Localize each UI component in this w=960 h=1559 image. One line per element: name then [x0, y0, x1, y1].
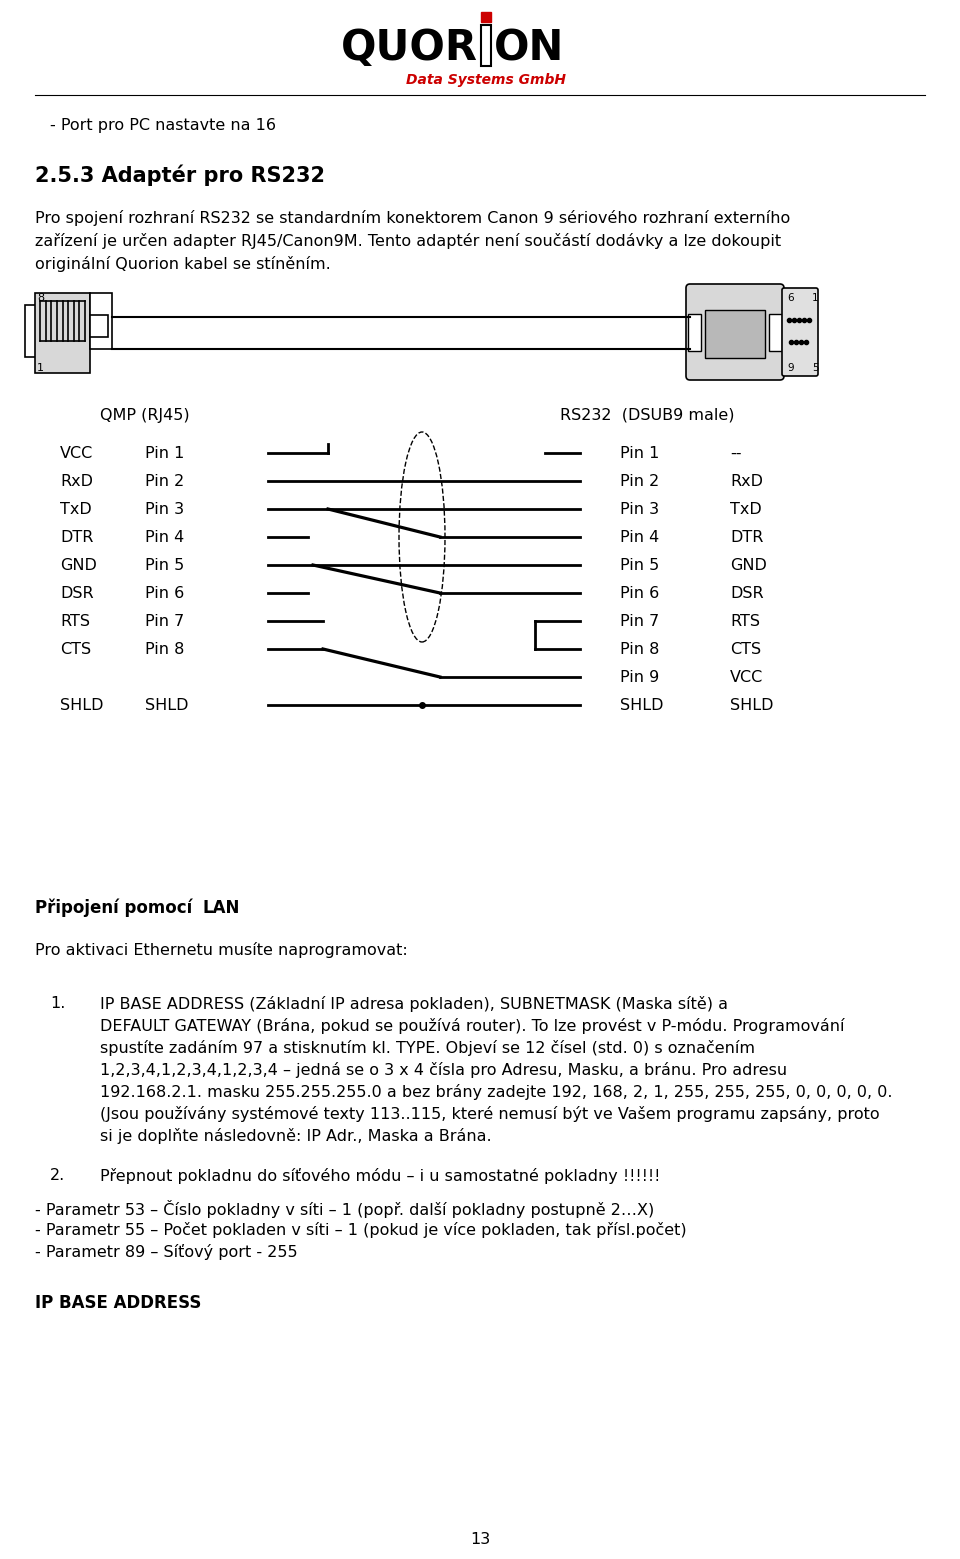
Text: Připojení pomocí: Připojení pomocí	[35, 898, 198, 917]
Text: spustíte zadáním 97 a stisknutím kl. TYPE. Objeví se 12 čísel (std. 0) s označen: spustíte zadáním 97 a stisknutím kl. TYP…	[100, 1040, 755, 1055]
Text: DSR: DSR	[730, 586, 763, 600]
Bar	[25, 306, 37, 357]
Text: GND: GND	[60, 558, 97, 572]
FancyBboxPatch shape	[686, 284, 784, 380]
Text: Pin 2: Pin 2	[145, 474, 184, 488]
Text: - Parametr 55 – Počet pokladen v síti – 1 (pokud je více pokladen, tak přísl.poč: - Parametr 55 – Počet pokladen v síti – …	[35, 1222, 686, 1238]
Text: DTR: DTR	[60, 530, 93, 544]
Text: Pro spojení rozhraní RS232 se standardním konektorem Canon 9 sériového rozhraní : Pro spojení rozhraní RS232 se standardní…	[35, 210, 790, 226]
Text: ON: ON	[494, 27, 564, 69]
Text: Pin 9: Pin 9	[620, 669, 660, 684]
Text: GND: GND	[730, 558, 767, 572]
FancyBboxPatch shape	[782, 288, 818, 376]
Text: Pin 5: Pin 5	[620, 558, 660, 572]
Text: RTS: RTS	[60, 614, 90, 628]
Text: 2.: 2.	[50, 1168, 65, 1183]
Text: Pin 6: Pin 6	[620, 586, 660, 600]
Text: Pin 5: Pin 5	[145, 558, 184, 572]
Text: Přepnout pokladnu do síťového módu – i u samostatné pokladny !!!!!!: Přepnout pokladnu do síťového módu – i u…	[100, 1168, 660, 1183]
Text: RS232  (DSUB9 male): RS232 (DSUB9 male)	[560, 407, 734, 422]
Text: LAN: LAN	[202, 900, 239, 917]
Bar	[35, 293, 90, 373]
Text: Data Systems GmbH: Data Systems GmbH	[406, 73, 566, 87]
Text: Pin 7: Pin 7	[145, 614, 184, 628]
Text: Pin 3: Pin 3	[145, 502, 184, 516]
Text: originální Quorion kabel se stíněním.: originální Quorion kabel se stíněním.	[35, 256, 331, 271]
Bar	[769, 315, 782, 351]
Text: Pin 7: Pin 7	[620, 614, 660, 628]
Text: 1.: 1.	[50, 996, 65, 1010]
Text: CTS: CTS	[60, 641, 91, 656]
Text: QMP (RJ45): QMP (RJ45)	[100, 407, 190, 422]
Text: --: --	[730, 446, 741, 460]
Bar	[481, 25, 491, 65]
Bar	[688, 315, 701, 351]
Text: QUOR: QUOR	[341, 27, 478, 69]
Text: Pin 4: Pin 4	[620, 530, 660, 544]
Text: SHLD: SHLD	[620, 697, 663, 712]
Text: 1,2,3,4,1,2,3,4,1,2,3,4 – jedná se o 3 x 4 čísla pro Adresu, Masku, a bránu. Pro: 1,2,3,4,1,2,3,4,1,2,3,4 – jedná se o 3 x…	[100, 1062, 787, 1077]
Text: - Parametr 53 – Číslo pokladny v síti – 1 (popř. další pokladny postupně 2…X): - Parametr 53 – Číslo pokladny v síti – …	[35, 1200, 655, 1218]
Text: Pin 2: Pin 2	[620, 474, 660, 488]
Text: Pin 1: Pin 1	[145, 446, 184, 460]
Bar	[705, 310, 765, 359]
Text: RTS: RTS	[730, 614, 760, 628]
Text: DSR: DSR	[60, 586, 94, 600]
Text: TxD: TxD	[730, 502, 761, 516]
Bar	[481, 12, 491, 22]
Text: TxD: TxD	[60, 502, 92, 516]
Text: 1: 1	[37, 363, 44, 373]
Text: - Parametr 89 – Síťový port - 255: - Parametr 89 – Síťový port - 255	[35, 1244, 298, 1260]
Text: SHLD: SHLD	[145, 697, 188, 712]
Text: SHLD: SHLD	[730, 697, 774, 712]
Text: Pin 8: Pin 8	[145, 641, 184, 656]
Text: Pin 4: Pin 4	[145, 530, 184, 544]
Text: VCC: VCC	[730, 669, 763, 684]
Text: RxD: RxD	[730, 474, 763, 488]
Text: Pin 1: Pin 1	[620, 446, 660, 460]
Text: si je doplňte následovně: IP Adr., Maska a Brána.: si je doplňte následovně: IP Adr., Maska…	[100, 1129, 492, 1144]
Text: Pin 3: Pin 3	[620, 502, 660, 516]
Text: IP BASE ADDRESS (Základní IP adresa pokladen), SUBNETMASK (Maska sítě) a: IP BASE ADDRESS (Základní IP adresa pokl…	[100, 996, 728, 1012]
Text: Pin 8: Pin 8	[620, 641, 660, 656]
Bar	[90, 315, 108, 337]
Text: 2.5.3 Adaptér pro RS232: 2.5.3 Adaptér pro RS232	[35, 164, 325, 186]
Text: - Port pro PC nastavte na 16: - Port pro PC nastavte na 16	[50, 117, 276, 133]
Text: 1: 1	[812, 293, 819, 302]
Text: DEFAULT GATEWAY (Brána, pokud se používá router). To lze provést v P-módu. Progr: DEFAULT GATEWAY (Brána, pokud se používá…	[100, 1018, 845, 1034]
Text: SHLD: SHLD	[60, 697, 104, 712]
Text: zařízení je určen adapter RJ45/Canon9M. Tento adaptér není součástí dodávky a lz: zařízení je určen adapter RJ45/Canon9M. …	[35, 232, 781, 249]
Text: 5: 5	[812, 363, 819, 373]
Text: (Jsou používány systémové texty 113..115, které nemusí být ve Vašem programu zap: (Jsou používány systémové texty 113..115…	[100, 1105, 879, 1122]
Text: Pin 6: Pin 6	[145, 586, 184, 600]
Text: CTS: CTS	[730, 641, 761, 656]
Text: IP BASE ADDRESS: IP BASE ADDRESS	[35, 1294, 202, 1313]
Text: 9: 9	[787, 363, 794, 373]
Text: DTR: DTR	[730, 530, 763, 544]
Text: 13: 13	[469, 1532, 491, 1548]
Text: VCC: VCC	[60, 446, 93, 460]
Text: Pro aktivaci Ethernetu musíte naprogramovat:: Pro aktivaci Ethernetu musíte naprogramo…	[35, 942, 408, 957]
Text: 8: 8	[37, 293, 44, 302]
Text: 6: 6	[787, 293, 794, 302]
Bar	[90, 293, 112, 349]
Text: RxD: RxD	[60, 474, 93, 488]
Text: 192.168.2.1. masku 255.255.255.0 a bez brány zadejte 192, 168, 2, 1, 255, 255, 2: 192.168.2.1. masku 255.255.255.0 a bez b…	[100, 1084, 893, 1101]
